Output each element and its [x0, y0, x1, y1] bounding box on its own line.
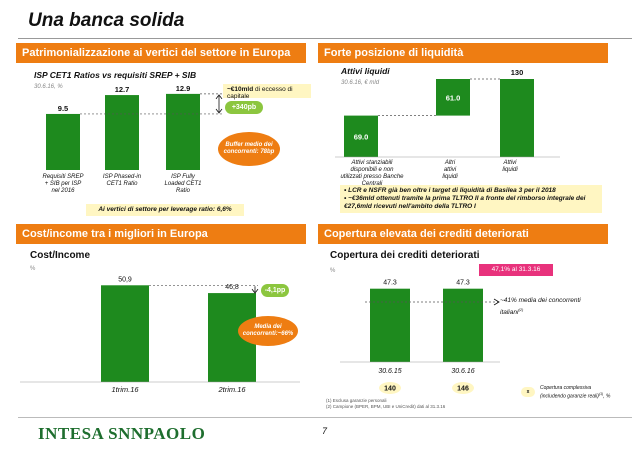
coverage-footnotes: (1) Esclusa garanzie personali (2) Campi… [326, 398, 445, 410]
liquidity-category-label: liquidi [442, 174, 458, 180]
q1-coverage-note: 47,1% al 31.3.16 [479, 264, 553, 276]
intesa-sanpaolo-logo: INTESA SNNPAOLO [38, 424, 206, 443]
liquidity-value-label: 130 [511, 68, 524, 77]
coverage-legend-unit: , % [603, 393, 611, 400]
liquidity-bar [436, 79, 470, 116]
cost-income-delta-pill: -4,1pp [261, 284, 289, 297]
liquidity-bar [344, 115, 378, 157]
cet1-category-label: Ratio [176, 188, 191, 194]
cost-income-arrowhead [251, 288, 259, 294]
coverage-badge-value: 146 [457, 386, 469, 393]
liquidity-bullets: • LCR e NSFR già ben oltre i target di l… [340, 185, 602, 213]
leverage-ratio-note: Ai vertici di settore per leverage ratio… [86, 204, 244, 216]
cost-income-value-label: 50,9 [118, 276, 132, 283]
cet1-delta-pill: +340pb [225, 101, 263, 114]
peer-coverage-text: ~41% media dei concorrenti italiani [500, 297, 581, 317]
excess-capital-note: ~€10mld di eccesso di capitale [223, 84, 311, 100]
cost-income-category-label: 2trim.16 [217, 385, 246, 394]
cet1-category-label: Loaded CET1 [164, 181, 201, 187]
bullet-tltro-text: ~€36mld ottenuti tramite la prima TLTRO … [344, 195, 586, 210]
peer-buffer-oval: Buffer medio dei concorrenti: 78bp [218, 132, 280, 166]
cost-income-category-label: 1trim.16 [111, 385, 139, 394]
cet1-gap-arrowhead-up [215, 94, 223, 100]
cet1-value-label: 12.9 [176, 84, 191, 93]
cet1-category-label: + SIB per ISP [45, 181, 82, 187]
liquidity-category-label: Altri [444, 160, 456, 166]
chart-subtitle-coverage: Copertura dei crediti deteriorati [330, 250, 480, 261]
cost-income-value-label: 46,8 [225, 284, 239, 291]
chart-date-liquidity: 30.6.16, € mld [341, 80, 380, 86]
coverage-legend-text: Copertura complessiva (includendo garanz… [540, 385, 599, 400]
excess-capital-amount: ~€10mld [227, 86, 254, 93]
chart-unit-coverage: % [330, 268, 336, 274]
coverage-badge [379, 382, 401, 394]
cet1-category-label: Requisiti SREP [42, 174, 83, 180]
cet1-category-label: nel 2016 [51, 188, 75, 194]
cet1-bar [166, 93, 200, 170]
legend-marker: x [521, 387, 535, 397]
peer-average-arrowhead [493, 298, 500, 306]
page-number: 7 [322, 426, 328, 436]
bullet-lcr-text: LCR e NSFR già ben oltre i target di liq… [348, 187, 556, 194]
chart-subtitle-cost-income: Cost/Income [30, 250, 91, 261]
coverage-bar [370, 288, 410, 362]
cet1-category-label: ISP Fully [171, 174, 196, 180]
excess-capital-text: di eccesso di capitale [227, 86, 293, 100]
liquidity-category-label: Attivi stanziabili [350, 160, 393, 166]
cet1-gap-arrowhead-down [215, 108, 223, 114]
liquidity-value-label: 61.0 [446, 93, 461, 102]
cet1-bar [46, 113, 80, 170]
coverage-value-label: 47.3 [456, 280, 470, 287]
page-title: Una banca solida [28, 10, 185, 31]
peer-coverage-note: ~41% media dei concorrenti italiani(2) [500, 296, 590, 317]
liquidity-value-label: 69.0 [354, 132, 369, 141]
liquidity-category-label: Centrali [362, 181, 383, 187]
liquidity-category-label: attivi [444, 167, 457, 173]
footer-divider [18, 417, 632, 418]
peer-cost-income-oval: Media dei concorrenti:~66% [238, 316, 298, 346]
coverage-legend: Copertura complessiva (includendo garanz… [540, 385, 612, 400]
footnote-2: (2) Campione (BPER, BPM, UBI e UniCredit… [326, 404, 446, 409]
chart-unit-cost-income: % [30, 266, 36, 272]
cost-income-bar [101, 285, 149, 382]
coverage-badge-value: 140 [384, 386, 396, 393]
cet1-value-label: 12.7 [115, 85, 130, 94]
title-divider [18, 38, 632, 39]
bullet-tltro: • ~€36mld ottenuti tramite la prima TLTR… [344, 195, 586, 210]
panel-header-coverage: Copertura elevata dei crediti deteriorat… [318, 224, 608, 244]
panel-header-cost-income: Cost/income tra i migliori in Europa [16, 224, 306, 244]
liquidity-category-label: disponibili e non [350, 167, 394, 173]
chart-date-cet1: 30.6.16, % [34, 84, 63, 90]
footnote-1: (1) Esclusa garanzie personali [326, 398, 387, 403]
coverage-category-label: 30.6.16 [451, 368, 474, 375]
bullet-lcr: • LCR e NSFR già ben oltre i target di l… [344, 187, 556, 194]
coverage-badge [452, 382, 474, 394]
liquidity-bar [500, 79, 534, 157]
liquidity-category-label: utilizzati presso Banche [340, 174, 404, 180]
panel-header-capital: Patrimonializzazione ai vertici del sett… [16, 43, 306, 63]
cet1-category-label: ISP Phased-in [103, 174, 142, 180]
cet1-bar [105, 95, 139, 170]
coverage-value-label: 47.3 [383, 280, 397, 287]
coverage-category-label: 30.6.15 [378, 368, 401, 375]
chart-subtitle-liquidity: Attivi liquidi [341, 66, 390, 76]
peer-coverage-footnote-ref: (2) [518, 307, 524, 312]
coverage-legend-footnote-ref: (1) [598, 392, 604, 396]
liquidity-category-label: liquidi [502, 167, 518, 173]
coverage-bar [443, 288, 483, 362]
panel-header-liquidity: Forte posizione di liquidità [318, 43, 608, 63]
cet1-value-label: 9.5 [58, 104, 68, 113]
liquidity-category-label: Attivi [502, 160, 517, 166]
chart-subtitle-cet1: ISP CET1 Ratios vs requisiti SREP + SIB [34, 70, 197, 80]
cet1-category-label: CET1 Ratio [106, 181, 138, 187]
